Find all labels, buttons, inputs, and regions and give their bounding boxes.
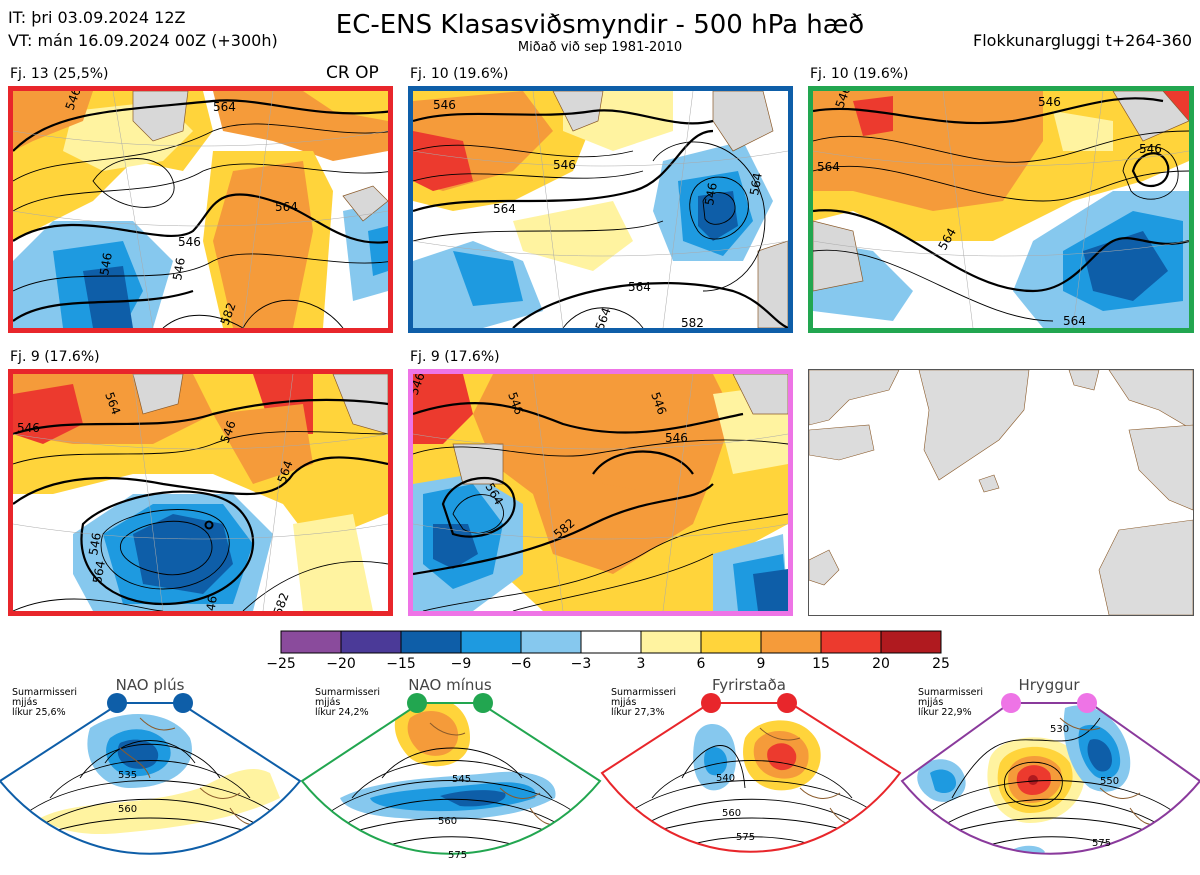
classification-window: Flokkunargluggi t+264-360 xyxy=(973,31,1192,50)
contour-label: 546 xyxy=(86,532,104,557)
cluster-map-2: 546 546 564 546 564 564 564 582 xyxy=(408,86,793,333)
page-title: EC-ENS Klasasviðsmyndir - 500 hPa hæð xyxy=(335,10,865,40)
regime-1-info: Sumarmisseri mjjás líkur 25,6% xyxy=(12,687,78,718)
contour-label: 546 xyxy=(665,431,688,445)
regime-4-title: Hryggur xyxy=(1018,676,1080,694)
empty-map xyxy=(808,369,1194,616)
contour-label: 564 xyxy=(628,280,651,294)
colorbar-tick-label: 15 xyxy=(812,656,830,672)
contour-label: 546 xyxy=(1038,95,1061,109)
contour-label: 575 xyxy=(448,850,467,861)
contour-label: 530 xyxy=(1050,724,1069,735)
colorbar-segment xyxy=(820,630,882,654)
regime-2-info: Sumarmisseri mjjás líkur 24,2% xyxy=(315,687,381,718)
header-times: IT: þri 03.09.2024 12Z VT: mán 16.09.202… xyxy=(8,6,278,52)
contour-label: 582 xyxy=(271,591,292,611)
panel-5-label: Fj. 9 (17.6%) xyxy=(410,349,500,365)
colorbar-tick-label: 20 xyxy=(872,656,890,672)
contour-label: 546 xyxy=(1139,142,1162,156)
panel-1-label: Fj. 13 (25,5%) xyxy=(10,66,109,82)
colorbar-tick-label: −20 xyxy=(326,656,356,672)
colorbar-segment xyxy=(400,630,462,654)
cluster-map-3: 546 546 564 546 564 564 xyxy=(808,86,1194,333)
cluster-map-1: 546 564 546 546 564 546 582 xyxy=(8,86,393,333)
contour-label: 564 xyxy=(1063,314,1086,328)
colorbar-tick-label: 25 xyxy=(932,656,950,672)
panel-1-extra: CR OP xyxy=(326,63,379,83)
contour-label: 560 xyxy=(438,816,457,827)
colorbar-tick-label: −25 xyxy=(266,656,296,672)
contour-label: 564 xyxy=(275,200,298,214)
regime-maps: 535 560 xyxy=(0,693,1200,861)
contour-label: 550 xyxy=(1100,776,1119,787)
colorbar-segment xyxy=(700,630,762,654)
contour-label: 535 xyxy=(118,770,137,781)
contour-label: 582 xyxy=(681,316,704,328)
contour-label: 546 xyxy=(553,158,576,172)
colorbar-tick-label: −15 xyxy=(386,656,416,672)
colorbar-segment xyxy=(640,630,702,654)
contour-label: 546 xyxy=(170,257,188,282)
colorbar-segment xyxy=(580,630,642,654)
contour-label: 540 xyxy=(716,773,735,784)
colorbar-tick-label: 9 xyxy=(756,656,766,672)
colorbar-segment xyxy=(520,630,582,654)
contour-label: 564 xyxy=(593,306,614,328)
colorbar-tick-label: −3 xyxy=(570,656,592,672)
regime-1-title: NAO plús xyxy=(115,676,185,694)
regime-row: 535 560 xyxy=(0,678,1200,871)
contour-label: 575 xyxy=(1092,838,1111,849)
colorbar-segment xyxy=(460,630,522,654)
valid-time: VT: mán 16.09.2024 00Z (+300h) xyxy=(8,31,278,50)
contour-label: 546 xyxy=(202,595,220,611)
panel-2-label: Fj. 10 (19.6%) xyxy=(410,66,509,82)
cluster-map-5: 546 546 546 546 564 582 xyxy=(408,369,793,616)
contour-label: 564 xyxy=(493,202,516,216)
colorbar-tick-label: −6 xyxy=(510,656,532,672)
regime-3-info: Sumarmisseri mjjás líkur 27,3% xyxy=(611,687,677,718)
contour-label: 545 xyxy=(452,774,471,785)
contour-label: 575 xyxy=(736,832,755,843)
regime-2-title: NAO mínus xyxy=(408,676,492,694)
cluster-map-4: 546 564 546 546 564 564 546 582 xyxy=(8,369,393,616)
contour-label: 560 xyxy=(118,804,137,815)
contour-label: 564 xyxy=(747,172,765,197)
colorbar-segment xyxy=(340,630,402,654)
colorbar-tick-label: 3 xyxy=(636,656,646,672)
contour-label: 546 xyxy=(702,182,720,207)
contour-label: 546 xyxy=(178,235,201,249)
colorbar-segment xyxy=(880,630,942,654)
colorbar-tick-label: −9 xyxy=(450,656,472,672)
init-time: IT: þri 03.09.2024 12Z xyxy=(8,8,186,27)
colorbar-tick-label: 6 xyxy=(696,656,706,672)
panel-3-label: Fj. 10 (19.6%) xyxy=(810,66,909,82)
contour-label: 564 xyxy=(213,100,236,114)
page-subtitle: Miðað við sep 1981-2010 xyxy=(517,40,683,55)
colorbar xyxy=(280,630,942,654)
contour-label: 564 xyxy=(90,560,108,585)
contour-label: 560 xyxy=(722,808,741,819)
contour-label: 546 xyxy=(17,421,40,435)
colorbar-segment xyxy=(280,630,342,654)
regime-4-info: Sumarmisseri mjjás líkur 22,9% xyxy=(918,687,984,718)
regime-3-title: Fyrirstaða xyxy=(712,676,786,694)
colorbar-segment xyxy=(760,630,822,654)
contour-label: 546 xyxy=(433,98,456,112)
contour-label: 546 xyxy=(97,252,115,277)
panel-4-label: Fj. 9 (17.6%) xyxy=(10,349,100,365)
contour-label: 564 xyxy=(817,160,840,174)
